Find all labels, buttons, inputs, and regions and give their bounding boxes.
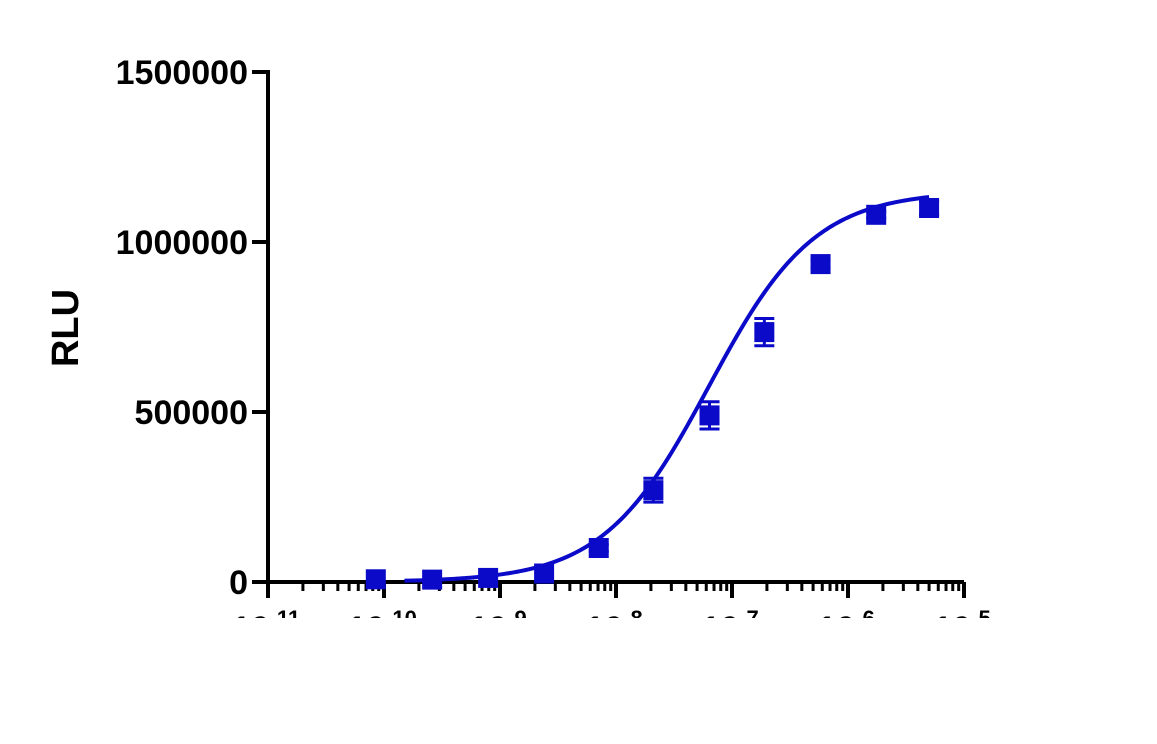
fit-curve xyxy=(404,195,930,583)
data-point xyxy=(754,322,775,343)
label-crop-mask xyxy=(0,618,1157,744)
fit-curve-layer xyxy=(404,195,930,583)
y-tick-label: 1500000 xyxy=(116,54,248,92)
data-point xyxy=(422,569,443,590)
data-point xyxy=(534,563,555,584)
y-tick-label: 0 xyxy=(229,564,248,602)
data-point xyxy=(588,538,609,558)
data-point xyxy=(365,569,386,590)
tick-labels-layer: 05000001000000150000010-1110-1010-910-81… xyxy=(0,54,1157,744)
data-point xyxy=(866,204,887,225)
y-tick-label: 500000 xyxy=(135,394,248,432)
data-point xyxy=(699,405,720,426)
data-point xyxy=(810,254,831,275)
data-point xyxy=(919,198,940,218)
data-points-layer xyxy=(365,198,940,590)
y-axis-title: RLU xyxy=(45,289,87,367)
y-tick-label: 1000000 xyxy=(116,224,248,262)
axes xyxy=(252,70,966,598)
data-point xyxy=(643,480,664,501)
data-point xyxy=(478,567,499,588)
